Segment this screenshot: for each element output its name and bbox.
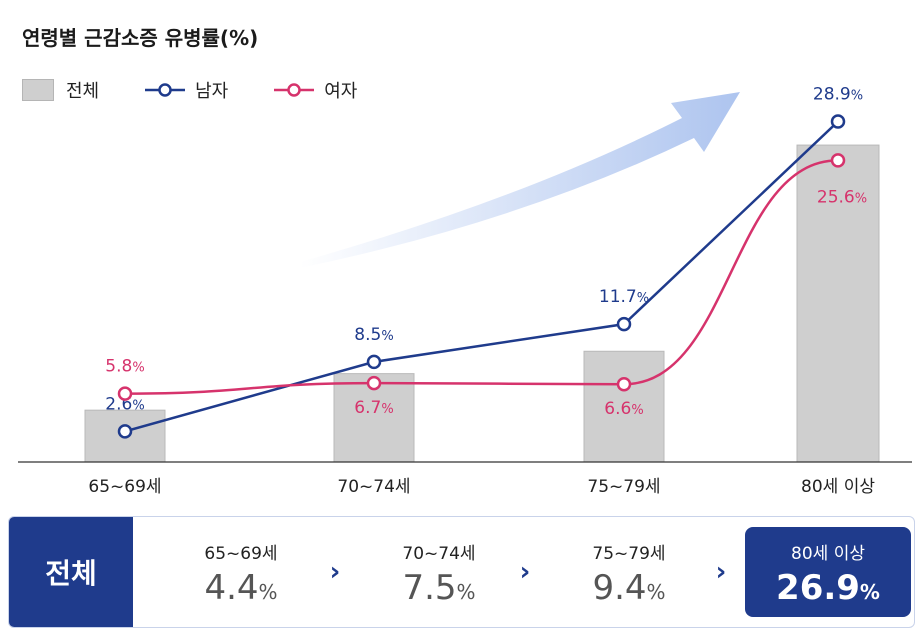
x-tick-label: 65~69세 xyxy=(88,477,161,497)
legend: 전체 남자 여자 xyxy=(22,76,403,104)
summary-panel: 전체 65~69세 4.4% › 70~74세 7.5% › 75~79세 9.… xyxy=(8,516,915,628)
point-female-1 xyxy=(117,386,133,401)
data-label-male-3: 11.7% xyxy=(599,287,649,307)
summary-item-70-74: 70~74세 7.5% xyxy=(359,517,519,627)
x-tick-label: 80세 이상 xyxy=(801,477,875,497)
chart-plot: 65~69세 70~74세 75~79세 80세 이상2.6%8.5%11.7%28.… xyxy=(18,85,912,497)
point-male-4 xyxy=(830,114,846,129)
point-female-2 xyxy=(366,375,382,391)
data-label-male-2: 8.5% xyxy=(354,325,393,345)
chevron-right-icon: › xyxy=(519,557,531,587)
point-male-2 xyxy=(366,354,382,370)
line-male xyxy=(124,120,839,433)
summary-category: 75~79세 xyxy=(592,544,666,564)
chart-title: 연령별 근감소증 유병률(%) xyxy=(22,26,259,50)
summary-header: 전체 xyxy=(9,517,133,627)
summary-category: 70~74세 xyxy=(402,544,476,564)
legend-item-male: 남자 xyxy=(145,77,228,103)
summary-value: 9.4% xyxy=(592,568,666,608)
legend-label-male: 남자 xyxy=(195,81,229,102)
summary-value: 7.5% xyxy=(402,568,476,608)
data-label-female-1: 5.8% xyxy=(105,357,144,377)
summary-category: 65~69세 xyxy=(204,544,278,564)
legend-swatch-total xyxy=(22,79,54,101)
x-tick-label: 70~74세 xyxy=(337,477,410,497)
summary-value: 4.4% xyxy=(204,568,278,608)
summary-category: 80세 이상 xyxy=(791,544,865,564)
data-label-male-4: 28.9% xyxy=(813,85,863,105)
point-female-3 xyxy=(616,376,632,392)
point-male-1 xyxy=(117,424,133,439)
legend-swatch-male xyxy=(145,83,186,97)
trend-arrow-icon xyxy=(300,92,740,268)
data-label-female-2: 6.7% xyxy=(354,398,393,418)
chevron-right-icon: › xyxy=(329,557,341,587)
summary-item-80-plus: 80세 이상 26.9% xyxy=(745,527,911,617)
legend-item-total: 전체 xyxy=(22,77,99,103)
bar-4 xyxy=(796,144,880,463)
bar-3 xyxy=(583,350,665,463)
data-label-female-4: 25.6% xyxy=(817,187,867,207)
legend-item-female: 여자 xyxy=(274,77,357,103)
summary-item-75-79: 75~79세 9.4% xyxy=(549,517,709,627)
legend-label-total: 전체 xyxy=(66,81,100,102)
summary-value: 26.9% xyxy=(776,568,880,608)
summary-item-65-69: 65~69세 4.4% xyxy=(161,517,321,627)
data-label-female-3: 6.6% xyxy=(604,399,643,419)
line-female xyxy=(124,159,839,395)
chevron-right-icon: › xyxy=(715,557,727,587)
point-male-3 xyxy=(616,316,632,332)
x-tick-label: 75~79세 xyxy=(587,477,660,497)
legend-label-female: 여자 xyxy=(324,81,358,102)
legend-swatch-female xyxy=(274,83,315,97)
point-female-4 xyxy=(830,153,846,168)
